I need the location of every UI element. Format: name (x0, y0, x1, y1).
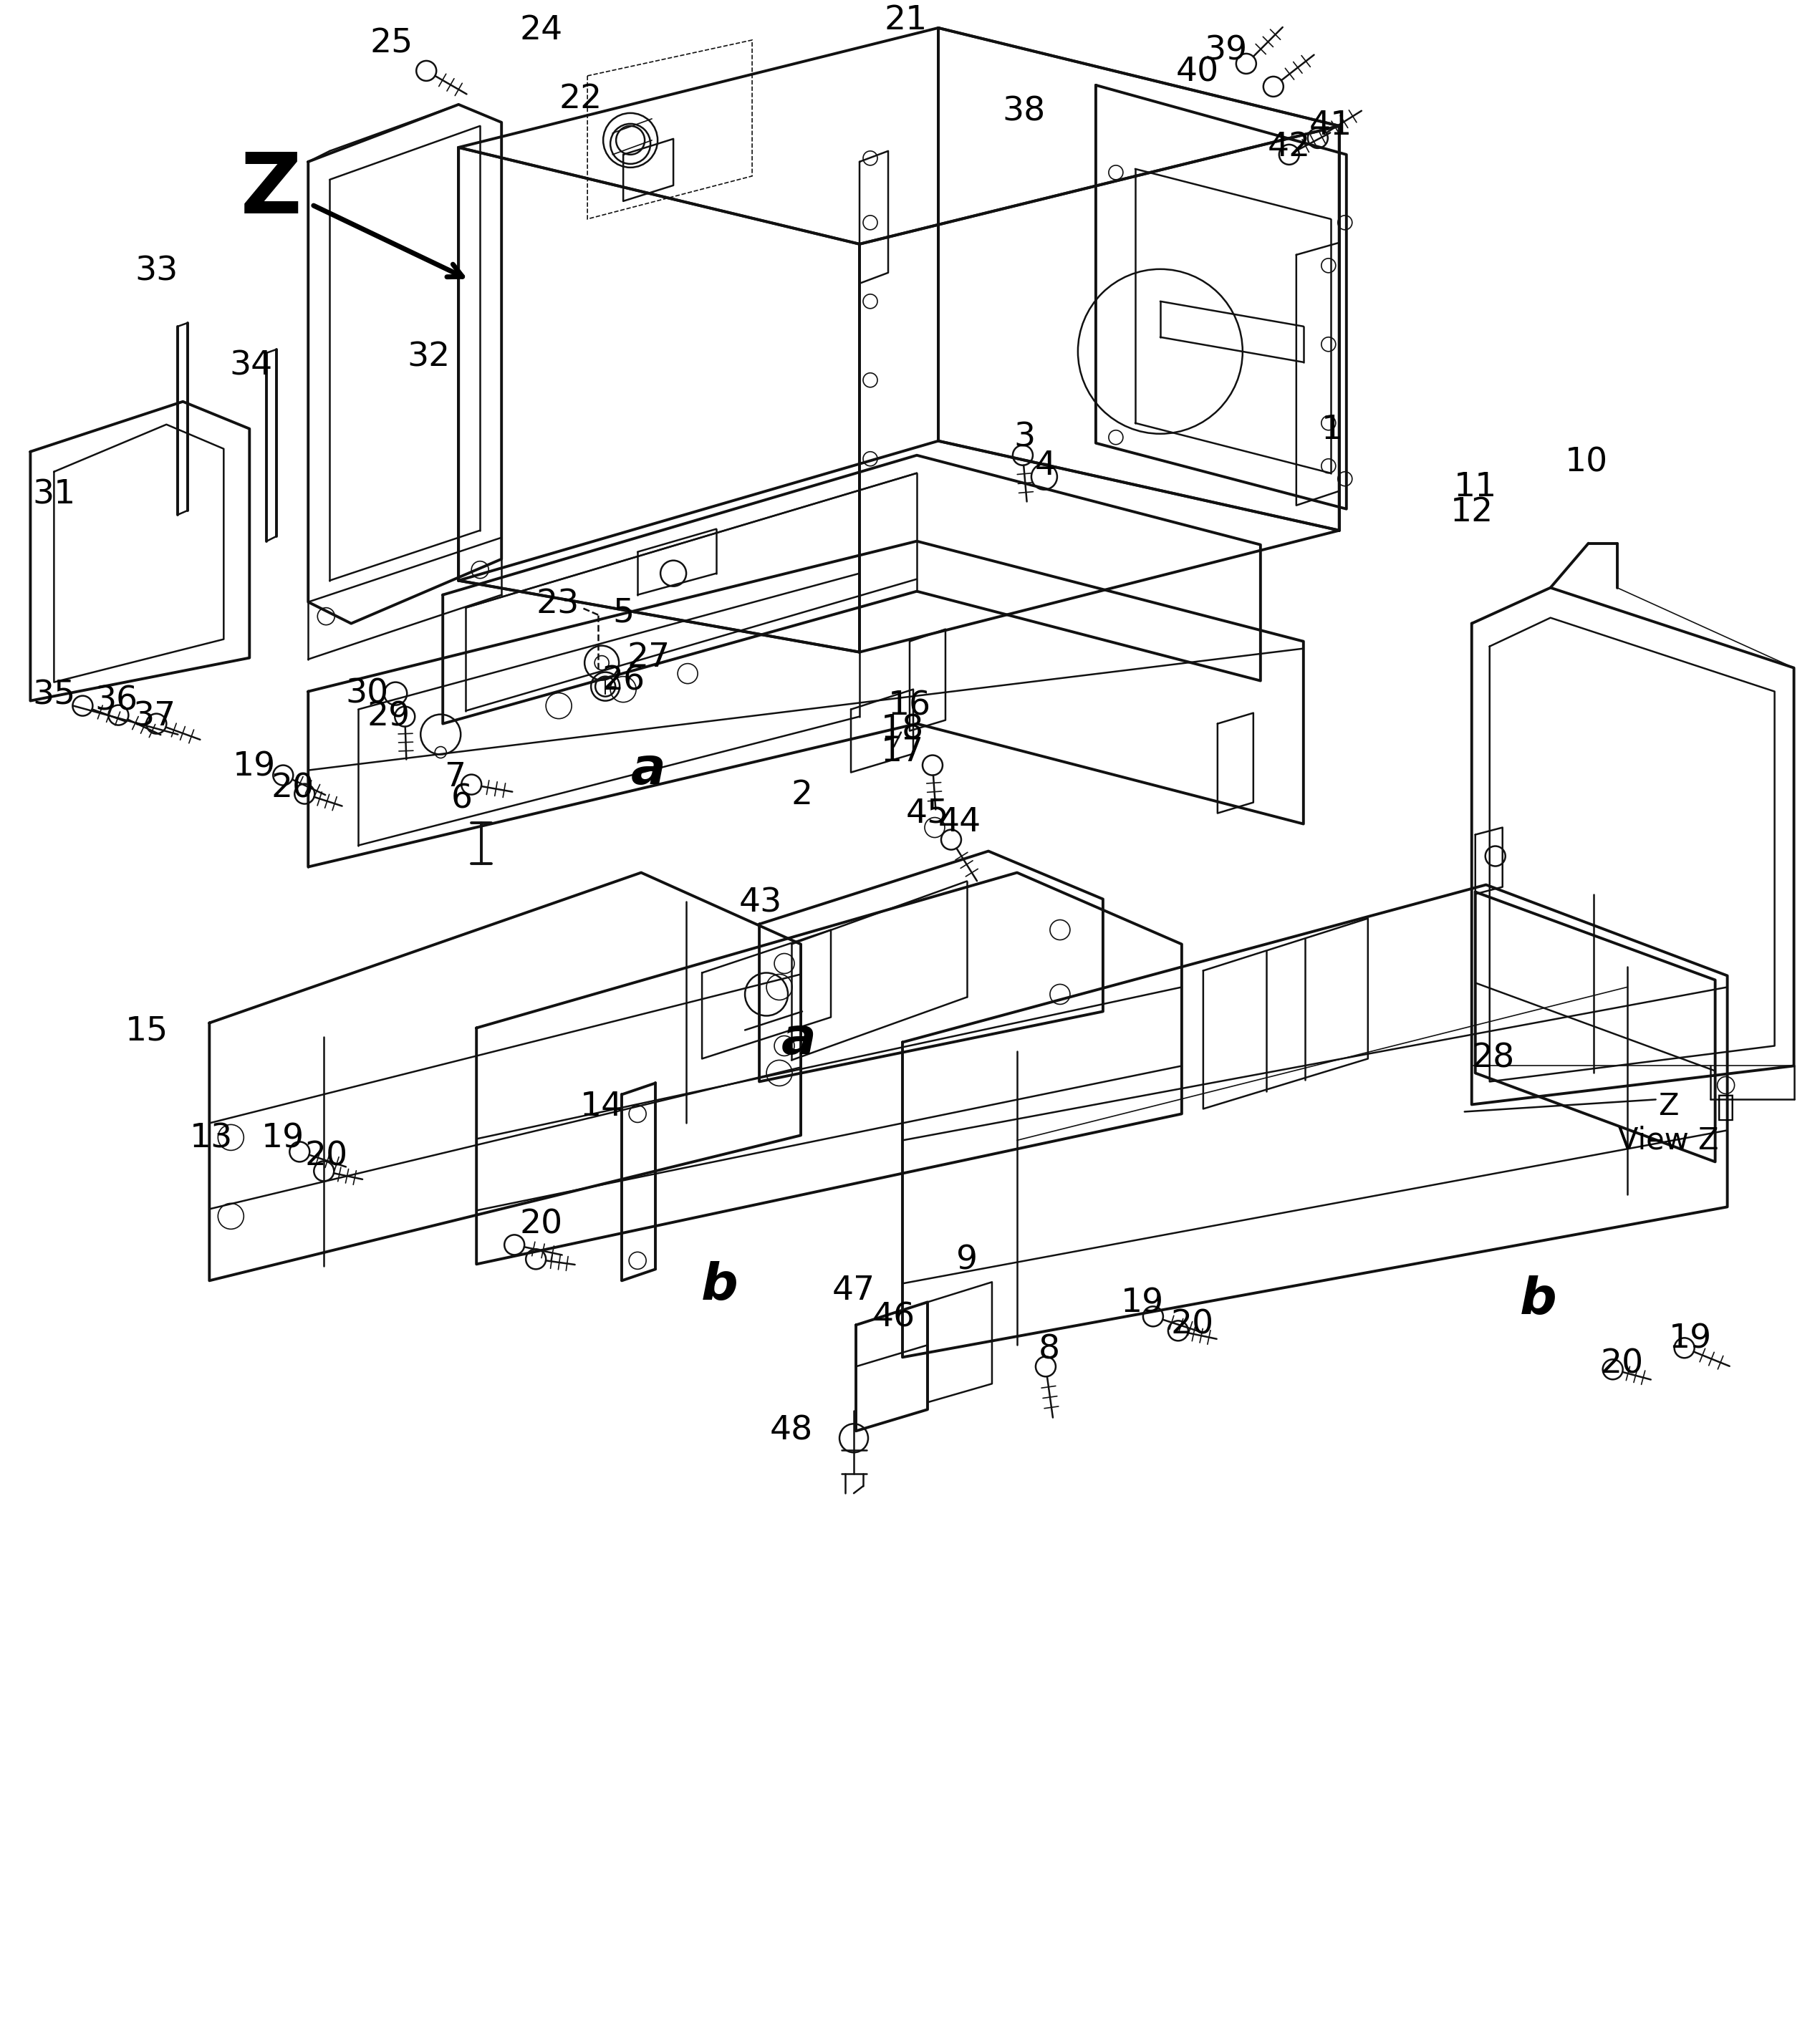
Text: 26: 26 (602, 665, 644, 698)
Text: 30: 30 (346, 677, 388, 710)
Text: 19: 19 (233, 750, 277, 783)
Text: View Z: View Z (1618, 1126, 1718, 1156)
Text: 15: 15 (126, 1016, 169, 1048)
Text: 10: 10 (1565, 446, 1607, 479)
Text: 9: 9 (956, 1245, 977, 1278)
Text: Z: Z (1658, 1091, 1678, 1121)
Text: 31: 31 (33, 479, 76, 511)
Text: 32: 32 (408, 341, 450, 373)
Text: 38: 38 (1003, 95, 1046, 128)
Text: 37: 37 (133, 700, 177, 732)
Text: 8: 8 (1039, 1334, 1059, 1367)
Text: 48: 48 (770, 1416, 814, 1448)
Text: 11: 11 (1454, 470, 1496, 503)
Text: 1: 1 (1321, 414, 1343, 446)
Text: 4: 4 (1036, 450, 1056, 483)
Text: 7: 7 (444, 760, 466, 793)
Circle shape (863, 294, 877, 308)
Text: 17: 17 (881, 736, 925, 769)
Text: 3: 3 (1014, 422, 1036, 454)
Text: 5: 5 (613, 596, 633, 629)
Text: 20: 20 (1170, 1308, 1214, 1341)
Text: 33: 33 (135, 256, 178, 288)
Text: 34: 34 (229, 349, 273, 381)
Circle shape (863, 452, 877, 466)
Text: b: b (701, 1261, 739, 1310)
Text: 36: 36 (95, 685, 138, 718)
Text: 視: 視 (1716, 1091, 1734, 1121)
Text: 19: 19 (1121, 1288, 1165, 1320)
Text: 20: 20 (304, 1140, 348, 1172)
Text: 14: 14 (581, 1091, 622, 1124)
Circle shape (863, 373, 877, 387)
Text: Z: Z (240, 150, 302, 231)
Text: 41: 41 (1309, 110, 1352, 142)
Text: 24: 24 (519, 14, 562, 47)
Text: 18: 18 (881, 714, 925, 746)
Circle shape (863, 150, 877, 166)
Text: 28: 28 (1472, 1042, 1514, 1075)
Text: 12: 12 (1451, 497, 1492, 529)
Text: a: a (781, 1016, 815, 1065)
Text: 29: 29 (368, 700, 410, 732)
Text: a: a (632, 746, 666, 795)
Text: 40: 40 (1176, 57, 1219, 89)
Text: 22: 22 (559, 83, 602, 116)
Text: 20: 20 (1600, 1349, 1643, 1381)
Text: 23: 23 (535, 588, 579, 621)
Text: 39: 39 (1205, 34, 1249, 67)
Text: 42: 42 (1267, 132, 1310, 164)
Text: 19: 19 (262, 1124, 304, 1156)
Text: 46: 46 (872, 1302, 915, 1334)
Text: 13: 13 (189, 1124, 233, 1156)
Text: 45: 45 (906, 797, 948, 829)
Text: 20: 20 (519, 1209, 562, 1241)
Text: 35: 35 (33, 679, 76, 712)
Text: 21: 21 (885, 4, 928, 37)
Text: 16: 16 (888, 690, 932, 722)
Text: 43: 43 (739, 886, 783, 919)
Text: 25: 25 (369, 28, 413, 59)
Text: 27: 27 (626, 641, 670, 673)
Text: b: b (1520, 1276, 1556, 1324)
Text: 2: 2 (792, 779, 814, 811)
Text: 20: 20 (271, 773, 315, 805)
Text: 44: 44 (937, 807, 981, 840)
Circle shape (863, 215, 877, 229)
Text: 47: 47 (832, 1274, 875, 1306)
Text: 6: 6 (451, 783, 473, 815)
Text: 19: 19 (1669, 1322, 1711, 1355)
